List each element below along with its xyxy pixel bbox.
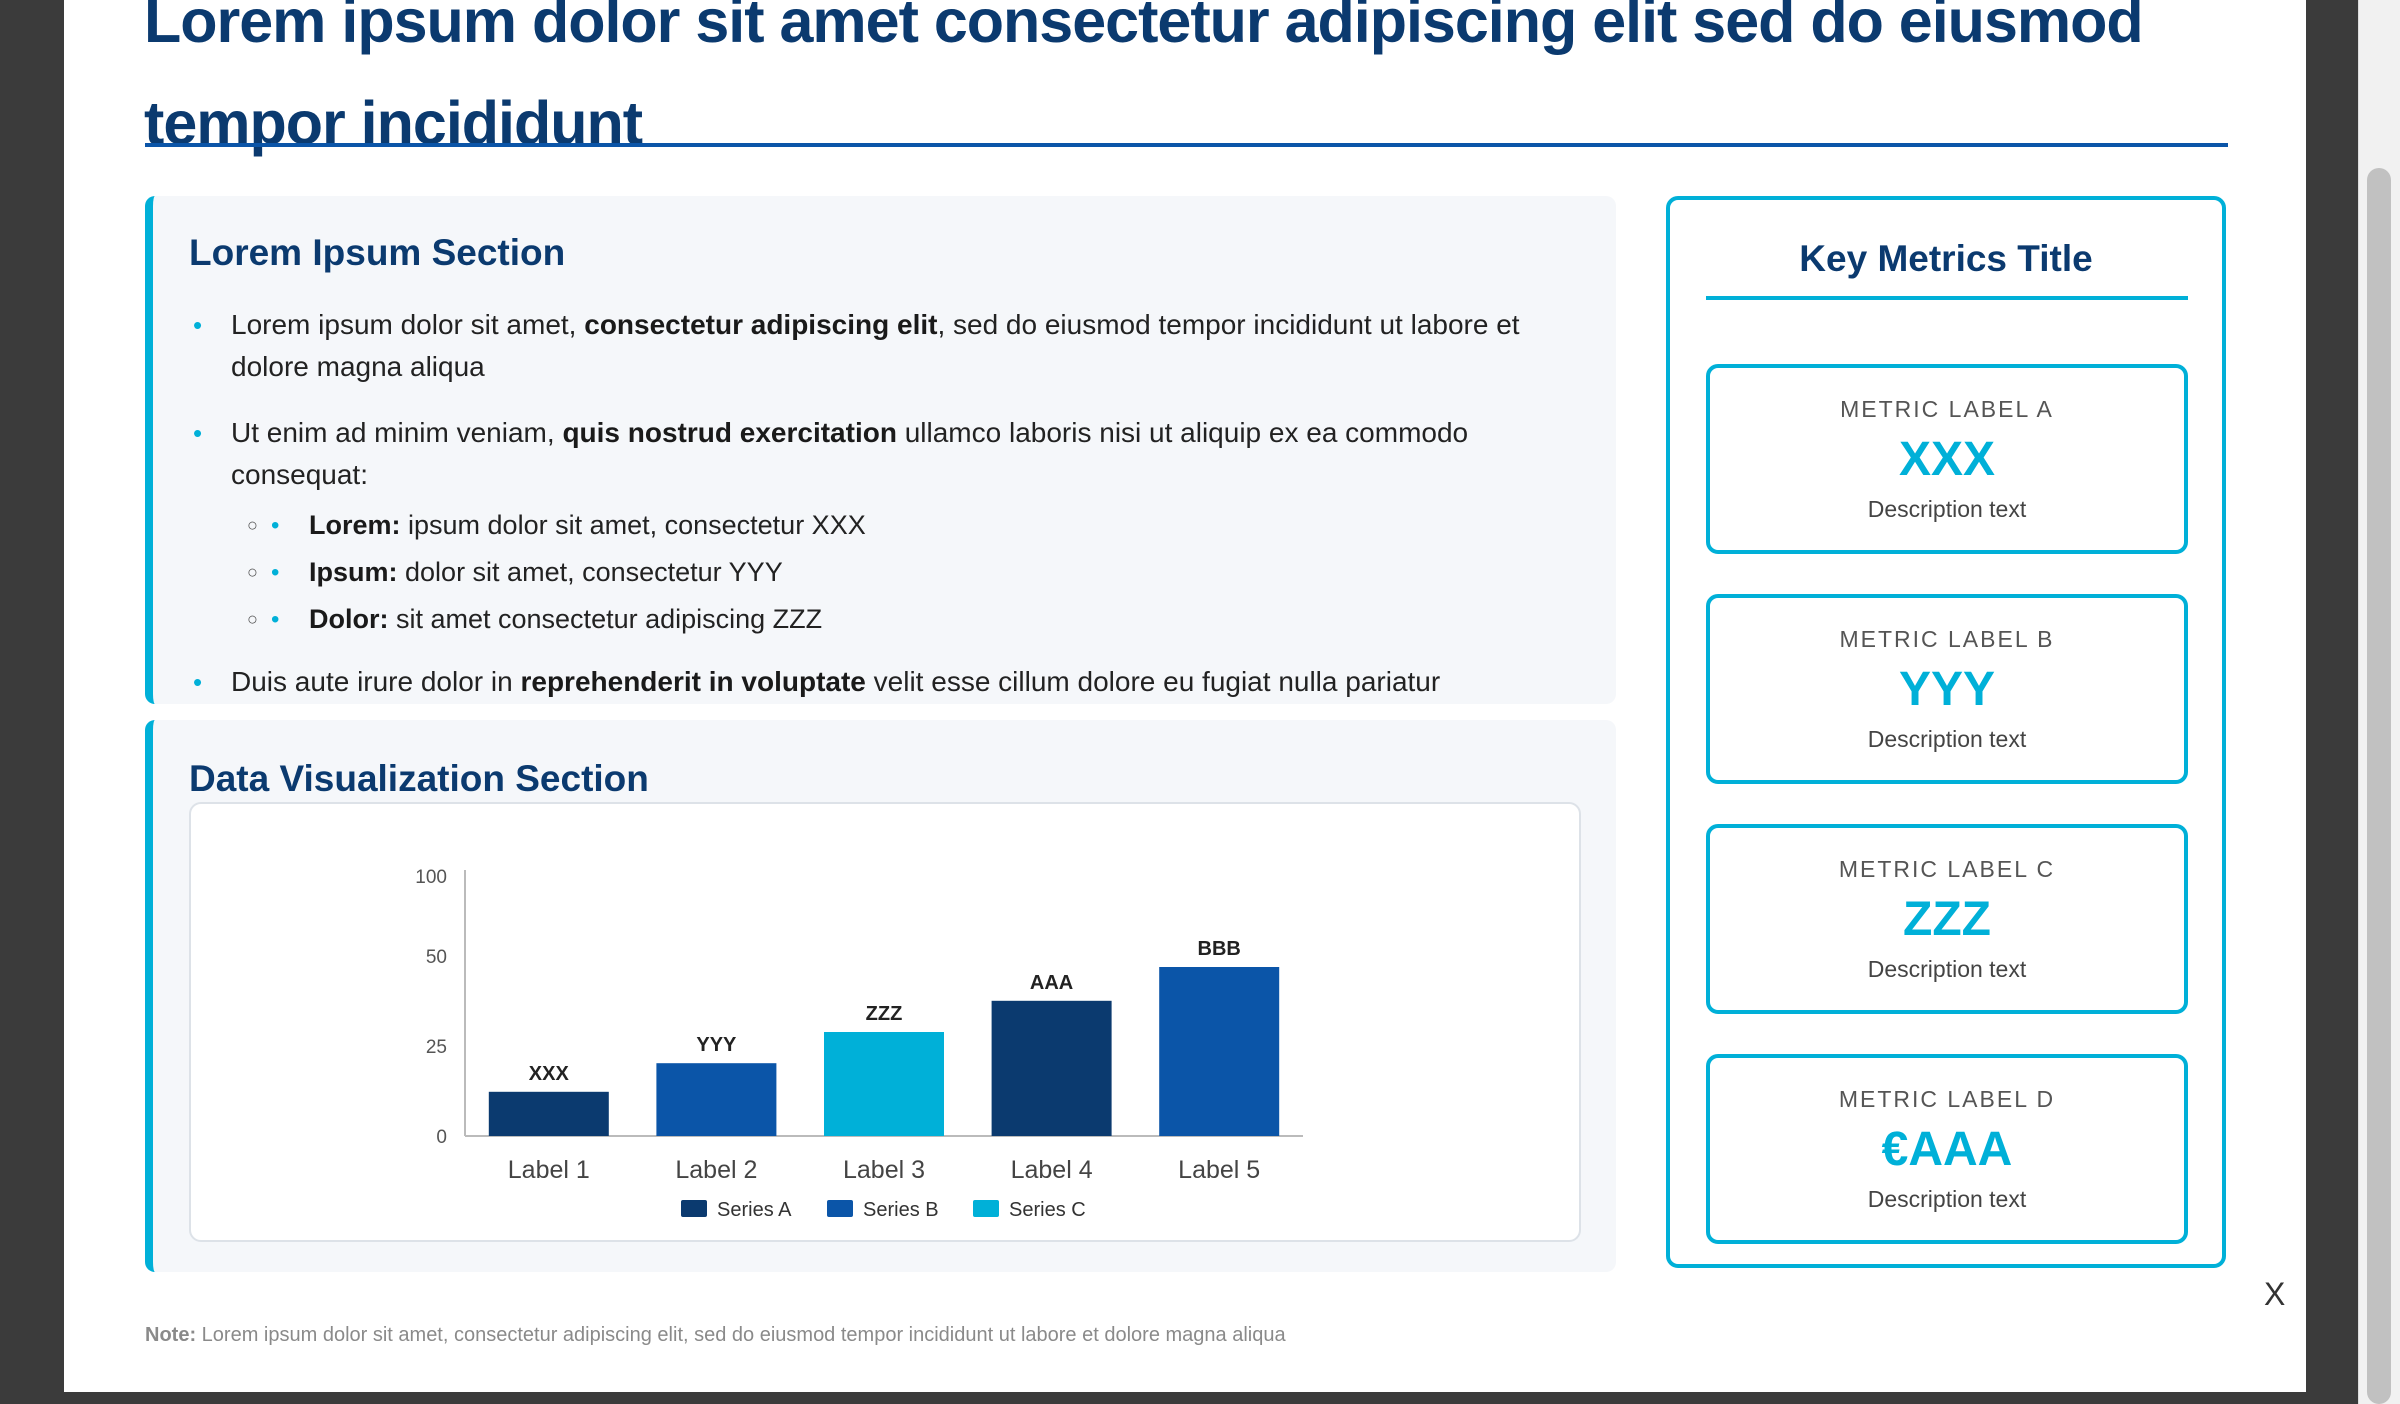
bar — [1159, 967, 1280, 1136]
slide-page: Lorem ipsum dolor sit amet consectetur a… — [64, 0, 2306, 1392]
bullet-bold: consectetur adipiscing elit — [584, 309, 938, 340]
sub-bullet-bold: Lorem: — [309, 510, 401, 540]
bullet-icon: • — [193, 310, 203, 340]
close-button[interactable]: X — [2264, 1276, 2286, 1312]
bullet-bold: reprehenderit in voluptate — [520, 666, 866, 697]
sub-bullet-bold: Dolor: — [309, 604, 389, 634]
bullet-text: ullamco laboris nisi ut aliquip ex ea co… — [231, 417, 1469, 490]
bullet-icon: • — [271, 559, 280, 586]
section-title: Data Visualization Section — [189, 758, 649, 799]
bullet-item: • Duis aute irure dolor in reprehenderit… — [193, 661, 1593, 703]
legend-label: Series B — [863, 1199, 939, 1221]
metrics-title: Key Metrics Title — [1799, 238, 2093, 279]
bullet-item: • Ut enim ad minim veniam, quis nostrud … — [193, 412, 1593, 643]
chart-card: 100 50 25 0 XXX Label 1 YYY Label 2 ZZZ Label 3 AA… — [189, 802, 1581, 1242]
footnote-label: Note: — [145, 1324, 197, 1346]
x-tick-label: Label 2 — [675, 1156, 757, 1184]
bullet-icon: • — [193, 418, 203, 448]
metric-description: Description text — [1867, 956, 2027, 982]
x-tick-label: Label 5 — [1178, 1156, 1260, 1184]
bullet-icon: • — [193, 667, 203, 697]
footnote: Note: Lorem ipsum dolor sit amet, consec… — [145, 1324, 1286, 1347]
sub-bullet-text: dolor sit amet, consectetur YYY — [397, 557, 783, 587]
text-section: Lorem Ipsum Section • Lorem ipsum dolor … — [145, 196, 1616, 704]
vertical-scrollbar[interactable] — [2358, 0, 2400, 1404]
metric-value: YYY — [1898, 663, 1996, 716]
bar-data-label: AAA — [1030, 972, 1073, 994]
legend-label: Series C — [1009, 1199, 1086, 1221]
scrollbar-thumb[interactable] — [2367, 168, 2391, 1404]
y-tick-label: 0 — [436, 1127, 447, 1148]
x-tick-label: Label 3 — [843, 1156, 925, 1184]
bullet-text: Ut enim ad minim veniam, — [231, 417, 563, 448]
bar-data-label: BBB — [1198, 938, 1241, 960]
bullet-icon: • — [271, 606, 280, 633]
bullet-text: Lorem ipsum dolor sit amet, — [231, 309, 585, 340]
sub-bullet-item: ○ • Ipsum: dolor sit amet, consectetur YY… — [231, 549, 1593, 596]
bar-data-label: YYY — [696, 1034, 737, 1056]
bullet-text: Duis aute irure dolor in — [231, 666, 521, 697]
bar — [488, 1091, 609, 1136]
section-title: Lorem Ipsum Section — [189, 232, 566, 273]
chart-section: Data Visualization Section 100 50 25 0 XXX La… — [145, 720, 1616, 1272]
sub-bullet-text: sit amet consectetur adipiscing ZZZ — [388, 604, 823, 634]
bullet-list: • Lorem ipsum dolor sit amet, consectetu… — [193, 304, 1593, 704]
metrics-panel: Key Metrics Title METRIC LABEL A XXX Des… — [1666, 196, 2226, 1268]
legend-swatch — [827, 1200, 853, 1217]
bar — [991, 1000, 1112, 1136]
legend-label: Series A — [717, 1199, 792, 1221]
page-title: Lorem ipsum dolor sit amet consectetur a… — [144, 0, 2144, 157]
bullet-icon: • — [271, 512, 280, 539]
bullet-item: • Lorem ipsum dolor sit amet, consectetu… — [193, 304, 1593, 388]
bar-chart: 100 50 25 0 XXX Label 1 YYY Label 2 ZZZ Label 3 AA… — [415, 867, 1303, 1221]
metric-card-d: METRIC LABEL D €AAA Description text — [1706, 1054, 2188, 1244]
metric-description: Description text — [1867, 496, 2027, 522]
sub-bullet-text: ipsum dolor sit amet, consectetur XXX — [400, 510, 866, 540]
sub-bullet-list: ○ • Lorem: ipsum dolor sit amet, consecte… — [231, 502, 1593, 643]
title-divider — [145, 143, 2228, 147]
legend-swatch — [681, 1200, 707, 1217]
metric-value: €AAA — [1881, 1123, 2013, 1176]
bar — [656, 1063, 777, 1136]
ring-bullet-icon: ○ — [247, 562, 258, 582]
ring-bullet-icon: ○ — [247, 515, 258, 535]
y-tick-label: 100 — [415, 867, 447, 888]
y-tick-label: 25 — [426, 1037, 447, 1058]
legend-swatch — [973, 1200, 999, 1217]
ring-bullet-icon: ○ — [247, 609, 258, 629]
metric-card-a: METRIC LABEL A XXX Description text — [1706, 364, 2188, 554]
sub-bullet-bold: Ipsum: — [309, 557, 398, 587]
bullet-bold: quis nostrud exercitation — [562, 417, 897, 448]
metric-label: METRIC LABEL D — [1838, 1086, 2056, 1112]
bullet-text: velit esse cillum dolore eu fugiat nulla… — [865, 666, 1441, 697]
x-tick-label: Label 1 — [508, 1156, 590, 1184]
metric-description: Description text — [1867, 726, 2027, 752]
metric-value: ZZZ — [1903, 893, 1991, 946]
footnote-text: Lorem ipsum dolor sit amet, consectetur … — [196, 1324, 1286, 1346]
metric-label: METRIC LABEL A — [1840, 396, 2054, 422]
y-tick-label: 50 — [426, 947, 447, 968]
metric-value: XXX — [1898, 433, 1996, 486]
bar-data-label: ZZZ — [866, 1003, 903, 1025]
metric-label: METRIC LABEL B — [1839, 626, 2055, 652]
x-tick-label: Label 4 — [1011, 1156, 1093, 1184]
metrics-divider — [1706, 296, 2188, 300]
metric-card-c: METRIC LABEL C ZZZ Description text — [1706, 824, 2188, 1014]
sub-bullet-item: ○ • Dolor: sit amet consectetur adipiscin… — [231, 596, 1593, 643]
bullet-text: , sed do eiusmod tempor incididunt ut la… — [231, 309, 1520, 382]
metric-card-b: METRIC LABEL B YYY Description text — [1706, 594, 2188, 784]
sub-bullet-item: ○ • Lorem: ipsum dolor sit amet, consecte… — [231, 502, 1593, 549]
bar — [824, 1032, 944, 1136]
metric-description: Description text — [1867, 1186, 2027, 1212]
metric-label: METRIC LABEL C — [1838, 856, 2056, 882]
bar-data-label: XXX — [529, 1063, 570, 1085]
